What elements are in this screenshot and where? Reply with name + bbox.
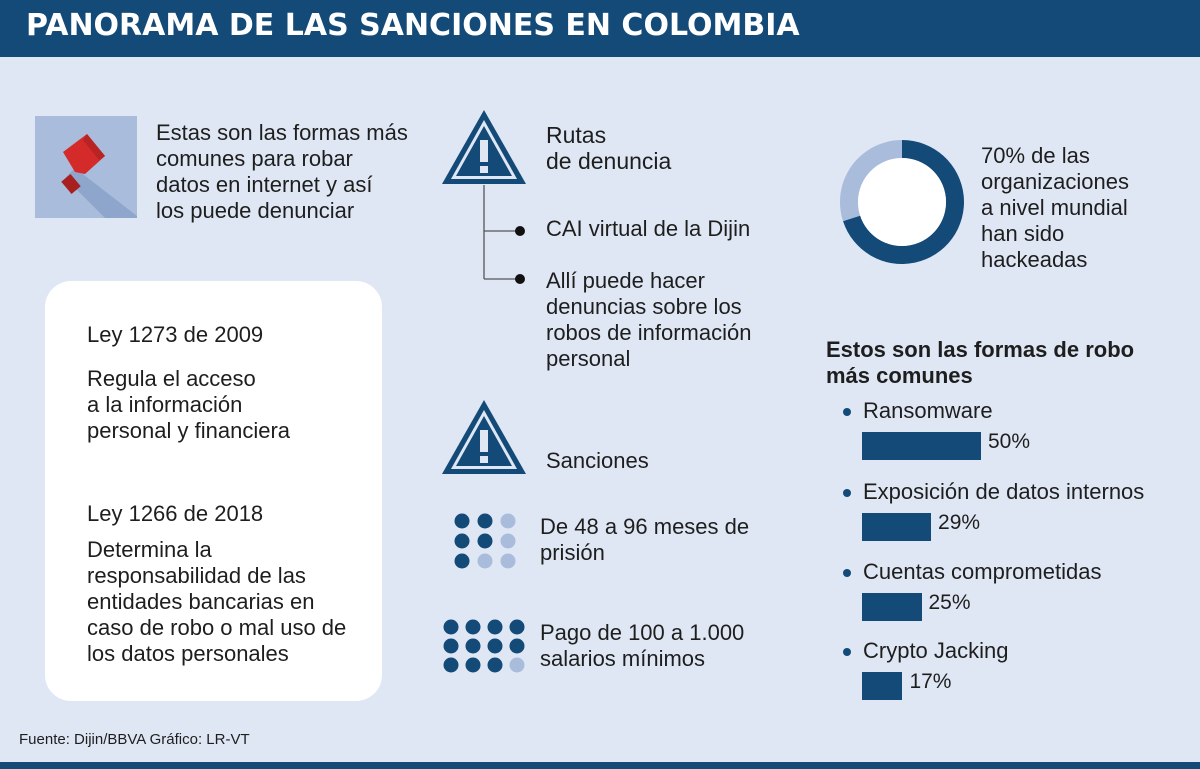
route-item: Allí puede hacer denuncias sobre los rob… — [546, 268, 752, 371]
bar — [862, 432, 981, 460]
sanction-item: De 48 a 96 meses de prisión — [540, 514, 750, 565]
header-bar: PANORAMA DE LAS SANCIONES EN COLOMBIA — [0, 0, 1200, 57]
bar-value-label: 25% — [928, 591, 971, 614]
bullet-icon — [843, 489, 851, 497]
bar-category-label: Ransomware — [863, 398, 993, 423]
bar-value-label: 17% — [909, 670, 952, 693]
donut-hole — [858, 158, 946, 246]
law-1-description: Regula el acceso a la información person… — [87, 366, 291, 443]
laws-card — [45, 281, 382, 701]
warning-icon — [442, 110, 526, 184]
donut-slice — [840, 140, 902, 222]
sanctions-title: Sanciones — [546, 448, 649, 473]
law-1-title: Ley 1273 de 2009 — [87, 322, 264, 347]
bar — [862, 593, 922, 621]
law-2-description: Determina la responsabilidad de las enti… — [87, 537, 347, 666]
bar-value-label: 29% — [938, 511, 981, 534]
bar-category-label: Cuentas comprometidas — [863, 559, 1102, 584]
bar-category-label: Crypto Jacking — [863, 638, 1009, 663]
law-2-title: Ley 1266 de 2018 — [87, 501, 264, 526]
sanction-item: Pago de 100 a 1.000 salarios mínimos — [540, 620, 745, 671]
dot-matrix-icon — [454, 513, 516, 569]
bar-chart-title: Estos son las formas de robo más comunes — [826, 337, 1135, 388]
source-note: Fuente: Dijin/BBVA Gráfico: LR-VT — [19, 731, 250, 748]
routes-title: Rutas de denuncia — [546, 122, 672, 174]
bullet-icon — [843, 408, 851, 416]
donut-slice — [843, 140, 964, 264]
footer-rule — [0, 762, 1200, 769]
bar — [862, 672, 903, 700]
bar-value-label: 50% — [988, 430, 1031, 453]
donut-chart — [840, 140, 964, 264]
route-item: CAI virtual de la Dijin — [546, 216, 751, 241]
routes-connector — [483, 185, 525, 284]
intro-text: Estas son las formas más comunes para ro… — [156, 120, 408, 223]
bar-category-label: Exposición de datos internos — [863, 479, 1145, 504]
bar — [862, 513, 932, 541]
warning-icon — [442, 400, 526, 474]
bullet-icon — [843, 648, 851, 656]
dot-matrix-icon — [443, 619, 525, 673]
bullet-icon — [843, 569, 851, 577]
page-title: PANORAMA DE LAS SANCIONES EN COLOMBIA — [26, 8, 800, 43]
hacker-hand-icon — [35, 116, 137, 218]
donut-stat-text: 70% de las organizaciones a nivel mundia… — [981, 143, 1129, 272]
